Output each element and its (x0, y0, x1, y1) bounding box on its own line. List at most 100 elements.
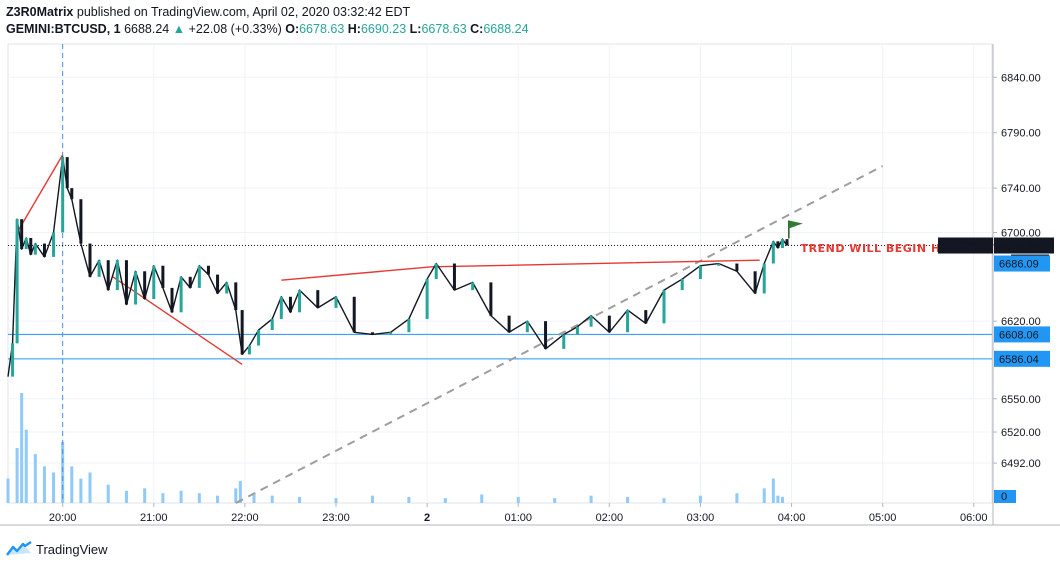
volume-bar (234, 488, 238, 503)
dashed-trend-line (235, 165, 884, 504)
candle (589, 315, 593, 327)
publish-line: Z3R0Matrix published on TradingView.com,… (6, 5, 410, 19)
author-name[interactable]: Z3R0Matrix (6, 5, 74, 19)
candle (65, 157, 69, 189)
volume-bar (370, 495, 374, 503)
symbol-label[interactable]: GEMINI:BTCUSD, 1 (6, 22, 121, 36)
candle (771, 241, 775, 264)
volume-bar (553, 498, 557, 503)
y-tick-label: 6790.00 (1001, 128, 1041, 140)
volume-bar (216, 495, 220, 503)
candle (644, 310, 648, 324)
volume-bar (106, 484, 110, 503)
candle (61, 157, 65, 233)
volume-bar (334, 498, 338, 503)
volume-bar (662, 498, 666, 503)
x-tick-label: 03:00 (687, 512, 715, 524)
change-arrow-icon: ▲ (172, 22, 186, 36)
x-tick-label: 20:00 (49, 512, 77, 524)
candle (115, 260, 119, 291)
high-value: 6690.23 (360, 22, 407, 36)
candle (134, 271, 138, 305)
candle (33, 243, 37, 255)
candle (698, 265, 702, 280)
price-change: +22.08 (+0.33%) (188, 22, 282, 36)
candle (334, 296, 338, 308)
plot-frame (7, 43, 993, 504)
candle (753, 271, 757, 294)
volume-bar (516, 496, 520, 503)
candle (452, 263, 456, 291)
red-trend-line (281, 259, 760, 281)
volume-bar (252, 493, 256, 503)
price-line (7, 156, 788, 377)
last-price-badge (994, 237, 1054, 254)
candle (70, 188, 74, 200)
candle (179, 276, 183, 313)
x-tick-label: 04:00 (778, 512, 806, 524)
y-tick-label: 6840.00 (1001, 72, 1041, 84)
candle (316, 290, 320, 308)
candle (188, 276, 192, 288)
y-tick-label: 6700.00 (1001, 227, 1041, 239)
candle (279, 296, 283, 319)
candle (607, 315, 611, 333)
candle (434, 263, 438, 280)
symbol-tag-cover (938, 237, 993, 254)
candle (42, 243, 46, 257)
candle (425, 279, 429, 319)
candle (780, 239, 784, 248)
candle (544, 321, 548, 349)
candle (152, 265, 156, 299)
published-text: published on TradingView.com, April 02, … (73, 5, 411, 19)
high-label: H: (347, 22, 361, 36)
candle (735, 263, 739, 272)
candle (717, 263, 721, 266)
candle (247, 345, 251, 355)
tradingview-logo-icon[interactable] (6, 541, 32, 557)
candle (352, 296, 356, 333)
volume-bar (776, 495, 780, 503)
ohlc-line: GEMINI:BTCUSD, 1 6688.24 ▲ +22.08 (+0.33… (6, 22, 529, 36)
y-tick-label: 6620.00 (1001, 316, 1041, 328)
candle (525, 321, 529, 333)
volume-bar (15, 448, 19, 503)
volume-bar (52, 472, 56, 503)
candle (143, 271, 147, 299)
y-tick-label: 6492.00 (1001, 458, 1041, 470)
x-tick-label: 06:00 (960, 512, 988, 524)
candle (124, 260, 128, 305)
candle (270, 318, 274, 331)
price-badge (994, 326, 1050, 343)
x-tick-label: 02:00 (596, 512, 624, 524)
candle (562, 334, 566, 349)
candle (785, 239, 789, 246)
x-tick-label: 2 (424, 512, 430, 524)
volume-bar (238, 481, 242, 503)
volume-bar (42, 466, 46, 503)
volume-bar (771, 478, 775, 503)
volume-bar (124, 490, 128, 503)
volume-zero-badge (994, 490, 1016, 503)
candle (106, 260, 110, 291)
symbol-tag-label: BTCUSD (943, 241, 988, 253)
candle (662, 290, 666, 324)
candle (225, 282, 229, 294)
volume-bar (589, 495, 593, 503)
x-tick-label: 21:00 (140, 512, 168, 524)
volume-bars (6, 393, 784, 503)
y-tick-label: 6550.00 (1001, 394, 1041, 406)
candle (29, 238, 33, 255)
close-label: C: (470, 22, 484, 36)
volume-bar (79, 478, 83, 503)
volume-bar (61, 441, 65, 503)
candle (389, 332, 393, 335)
candle (52, 232, 56, 257)
chart-header: Z3R0Matrix published on TradingView.com,… (6, 4, 1046, 40)
x-tick-label: 05:00 (869, 512, 897, 524)
footer-brand[interactable]: TradingView (36, 541, 108, 557)
footer[interactable]: TradingView (6, 539, 108, 559)
candle (240, 310, 244, 355)
